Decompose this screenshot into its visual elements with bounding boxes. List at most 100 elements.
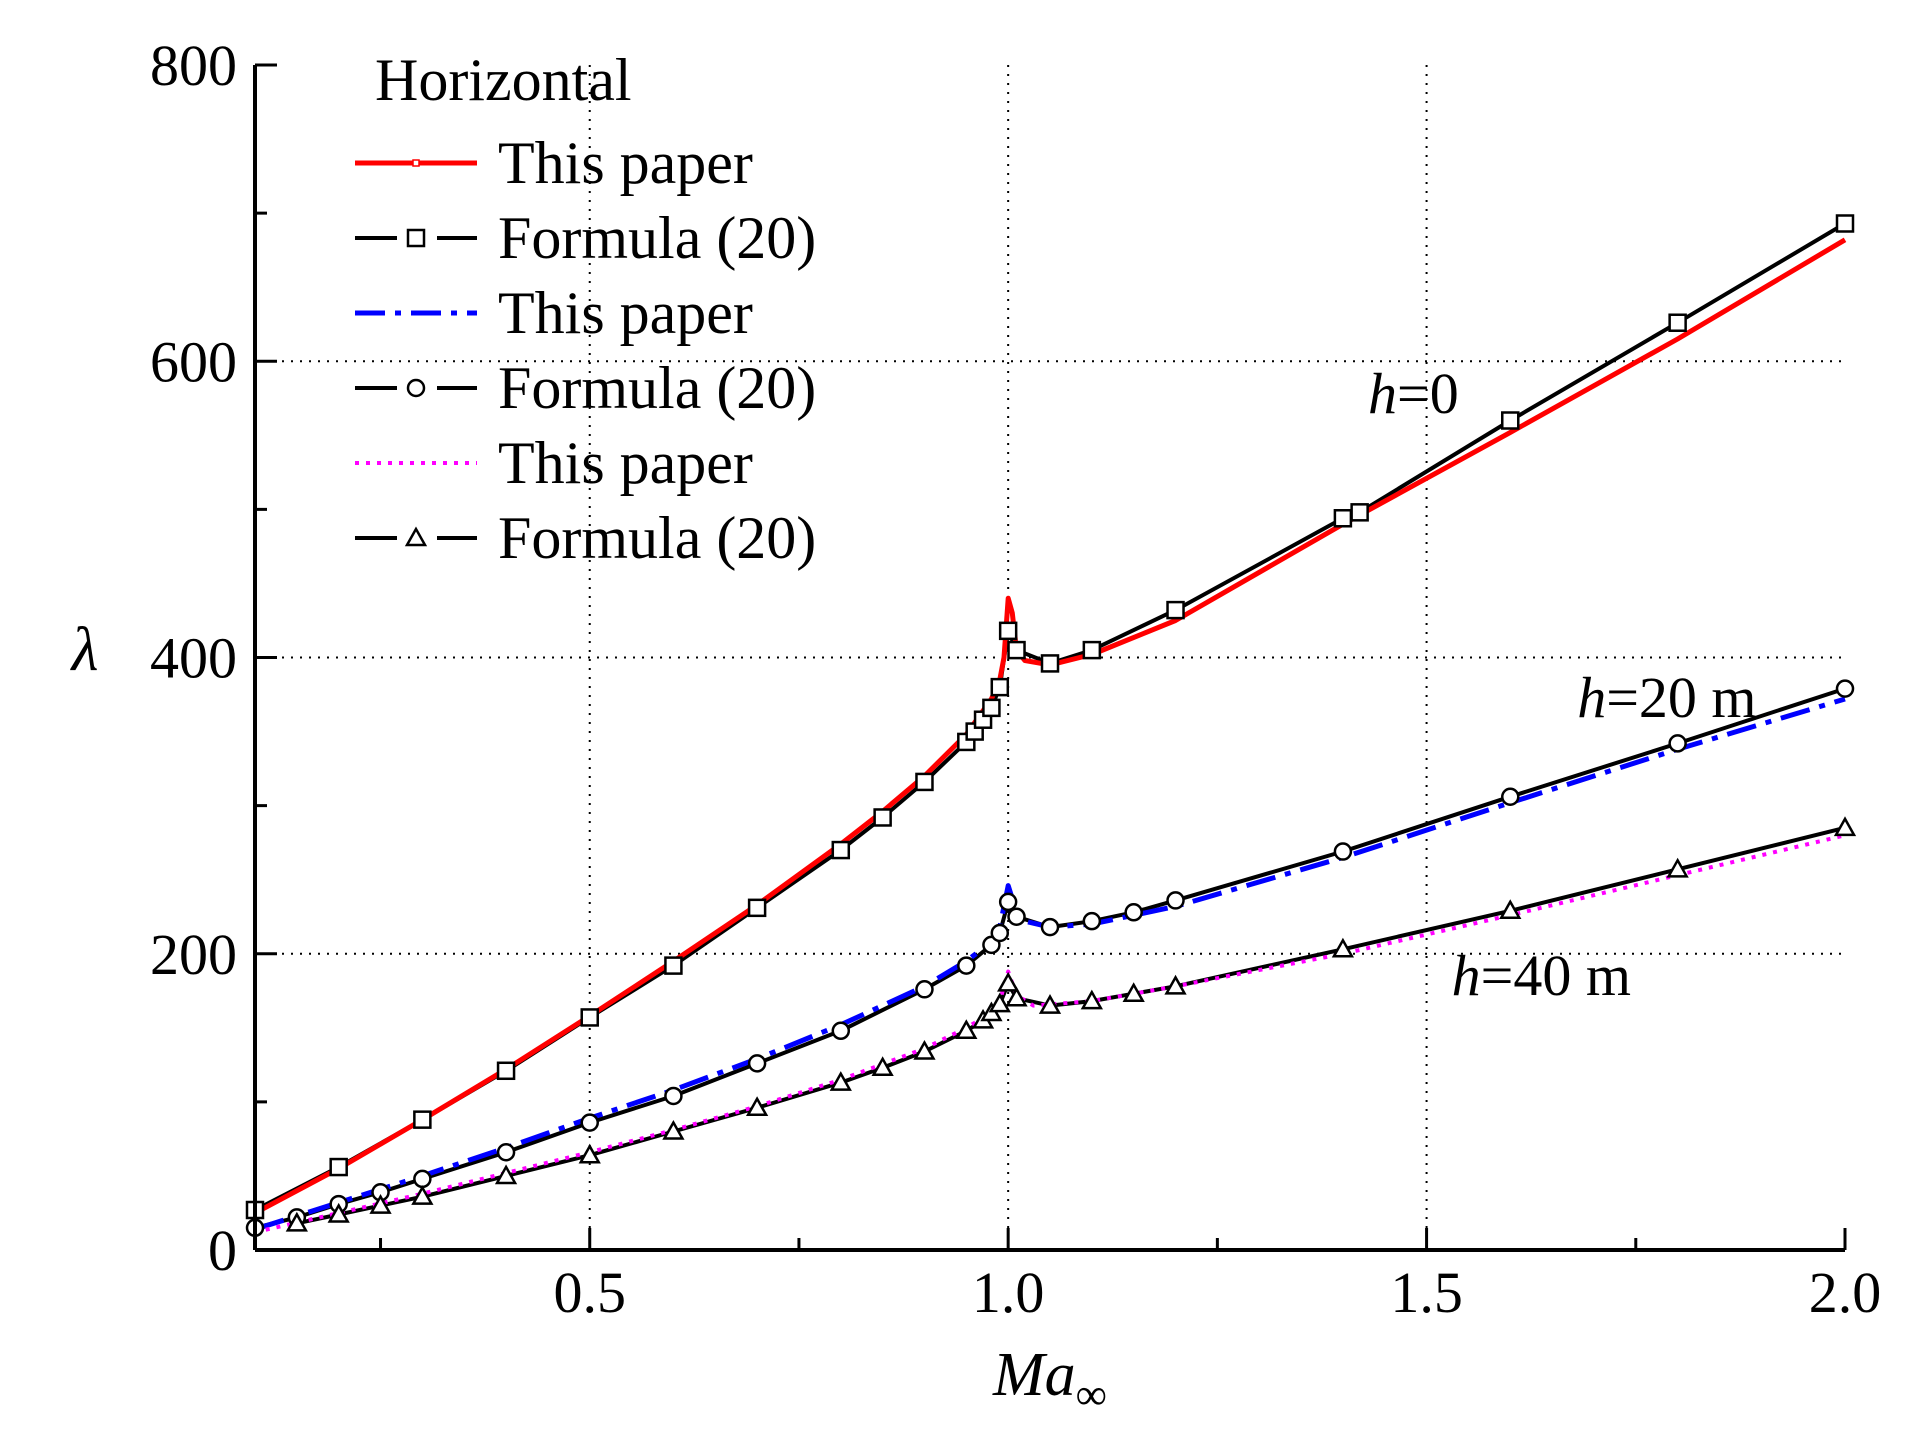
annotation-variable: h (1368, 361, 1397, 426)
triangle-marker (913, 1039, 936, 1060)
x-tick-label: 0.5 (553, 1260, 626, 1325)
annotation-variable: h (1577, 665, 1606, 730)
annotation-value: =20 m (1606, 665, 1756, 730)
curve-annotation: h=40 m (1452, 943, 1631, 1008)
triangle-marker (1080, 989, 1103, 1010)
triangle-marker (285, 1211, 308, 1232)
square-marker (1668, 313, 1687, 332)
circle-marker (990, 923, 1010, 943)
legend-triangle-marker (404, 526, 428, 547)
triangle-marker (1038, 994, 1062, 1014)
square-marker (1333, 509, 1353, 528)
square-marker (747, 898, 767, 918)
y-tick-label: 400 (150, 626, 237, 691)
legend-label: This paper (498, 280, 753, 346)
annotation-value: =40 m (1481, 943, 1631, 1008)
annotation-value: =0 (1397, 361, 1459, 426)
legend: Horizontal This paper Formula (20) This pap… (355, 47, 816, 571)
curve-annotations: h=0h=20 mh=40 m (1368, 361, 1757, 1008)
triangle-marker (411, 1185, 434, 1205)
square-marker (873, 808, 892, 827)
triangle-marker (871, 1056, 894, 1077)
legend-small-marker (412, 159, 420, 167)
triangle-marker (745, 1096, 769, 1117)
square-marker (915, 772, 934, 792)
square-marker (982, 698, 1001, 718)
triangle-marker (1499, 899, 1522, 920)
grid-lines (255, 65, 1845, 1250)
series-line-4 (254, 833, 1846, 1235)
square-marker (664, 956, 683, 975)
square-marker (496, 1061, 516, 1081)
legend-circle-marker (406, 378, 426, 398)
square-marker (329, 1157, 348, 1177)
circle-marker (957, 956, 976, 975)
circle-marker (1082, 911, 1102, 931)
triangle-marker (369, 1194, 392, 1214)
circle-marker (1124, 903, 1143, 922)
legend-label: This paper (498, 430, 753, 496)
circle-marker (496, 1142, 516, 1162)
triangle-marker (829, 1071, 852, 1091)
circle-marker (998, 892, 1018, 912)
square-marker (1166, 600, 1185, 620)
square-marker (1082, 640, 1102, 660)
square-marker (990, 677, 1010, 697)
curve-annotation: h=0 (1368, 361, 1459, 426)
legend-title: Horizontal (375, 47, 632, 113)
triangle-marker (988, 992, 1011, 1013)
square-marker (831, 840, 851, 860)
square-marker (1350, 503, 1369, 522)
x-tick-label: 2.0 (1809, 1260, 1882, 1325)
triangle-marker (327, 1202, 350, 1223)
triangle-marker (1005, 986, 1028, 1007)
triangle-marker (662, 1119, 685, 1140)
curve-annotation: h=20 m (1577, 665, 1756, 730)
legend-label: This paper (498, 130, 753, 196)
x-tick-label: 1.5 (1390, 1260, 1463, 1325)
circle-marker (664, 1086, 683, 1106)
triangle-marker (1833, 816, 1857, 837)
y-tick-label: 600 (150, 329, 237, 394)
triangle-marker (997, 971, 1020, 992)
legend-label: Formula (20) (498, 355, 816, 421)
square-marker (1501, 411, 1520, 430)
triangle-marker (1666, 857, 1689, 878)
series-line-5 (296, 825, 1846, 1226)
series-markers (245, 214, 1857, 1238)
legend-label: Formula (20) (498, 205, 816, 271)
circle-marker (1835, 679, 1855, 698)
triangle-marker (578, 1143, 601, 1164)
axes (253, 63, 1847, 1252)
square-marker (1040, 654, 1060, 673)
y-axis-title: λ (70, 616, 99, 684)
square-marker (998, 621, 1018, 641)
x-axis-title-main: Ma (992, 1341, 1076, 1409)
circle-marker (413, 1169, 432, 1189)
circle-marker (1166, 891, 1185, 910)
circle-marker (747, 1054, 767, 1073)
annotation-variable: h (1452, 943, 1481, 1008)
legend-square-marker (406, 228, 426, 248)
triangle-marker (494, 1164, 518, 1185)
x-axis-title-subscript: ∞ (1076, 1370, 1107, 1419)
y-tick-label: 200 (150, 922, 237, 987)
circle-marker (915, 980, 934, 999)
tick-labels: 0.5 1.0 1.5 2.0 0 200 400 600 800 (150, 33, 1881, 1325)
square-marker (580, 1008, 599, 1027)
x-tick-label: 1.0 (972, 1260, 1045, 1325)
circle-marker (1040, 917, 1060, 937)
y-tick-label: 0 (208, 1218, 237, 1283)
circle-marker (1333, 842, 1353, 861)
triangle-marker (955, 1019, 978, 1040)
triangle-marker (1331, 937, 1355, 958)
circle-marker (831, 1021, 851, 1041)
circle-marker (1007, 907, 1026, 926)
circle-marker (1501, 787, 1520, 806)
square-marker (1007, 640, 1026, 660)
legend-label: Formula (20) (498, 505, 816, 571)
y-tick-label: 800 (150, 33, 237, 98)
x-axis-title: Ma∞ (992, 1341, 1107, 1419)
triangle-marker (1164, 974, 1187, 995)
